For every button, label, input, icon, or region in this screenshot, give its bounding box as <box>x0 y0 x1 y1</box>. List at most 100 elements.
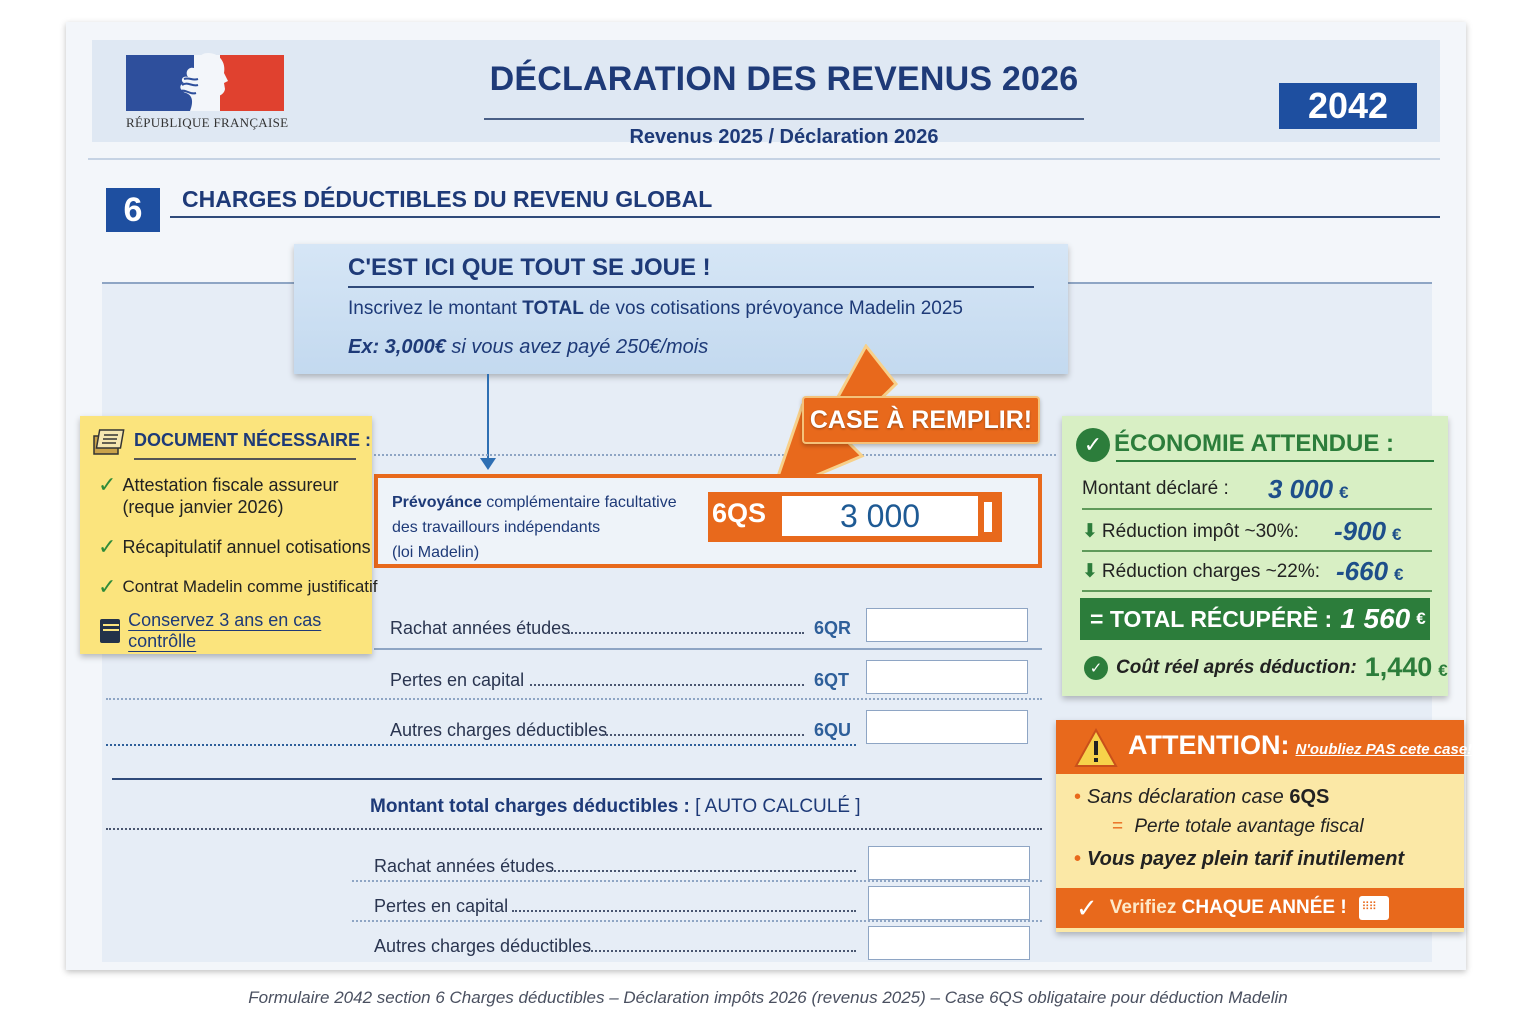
sub-field-row: Autres charges déductibles <box>374 924 1030 974</box>
row-divider <box>352 920 1042 922</box>
attention-title: ATTENTION: N'oubliez PAS cete case! <box>1128 730 1473 760</box>
leader-dots <box>602 734 804 736</box>
input-cursor <box>984 502 992 532</box>
section-number-badge: 6 <box>106 188 160 232</box>
total-divider <box>112 778 1042 780</box>
callout-title: C'EST ICI QUE TOUT SE JOUE ! <box>348 254 711 281</box>
republique-francaise-logo: RÉPUBLIQUE FRANÇAISE <box>126 53 289 135</box>
checkmark-icon: ✓ <box>98 472 117 497</box>
documents-icon <box>93 429 125 455</box>
field-label: Pertes en capital <box>374 896 509 916</box>
check-circle-icon: ✓ <box>1084 655 1108 680</box>
checkmark-icon: ✓ <box>98 534 117 559</box>
savings-divider <box>1116 460 1434 462</box>
row-divider <box>106 744 856 746</box>
required-documents-note: DOCUMENT NÉCESSAIRE : ✓ Attestation fisc… <box>80 416 378 654</box>
field-row-6qt: Pertes en capital 6QT <box>390 658 1030 708</box>
dotted-divider <box>106 828 1042 830</box>
page-title: DÉCLARATION DES REVENUS 2026 <box>489 60 1079 98</box>
leader-dots <box>530 684 804 686</box>
callout-example: Ex: 3,000€ si vous avez payé 250€/mois <box>348 336 709 358</box>
arrow-down-icon <box>480 458 496 470</box>
field-label: Rachat années études <box>374 856 555 876</box>
expected-savings-panel: ✓ ÉCONOMIE ATTENDUE : Montant déclaré : … <box>1062 416 1448 696</box>
marianne-icon <box>179 53 228 111</box>
section-title: CHARGES DÉDUCTIBLES DU REVENU GLOBAL <box>182 186 713 212</box>
arrow-down-icon: ⬇ <box>1082 561 1098 582</box>
field-label: Autres charges déductibles <box>374 936 592 956</box>
archive-icon <box>100 619 121 643</box>
arrow-down-icon: ⬇ <box>1082 521 1098 542</box>
field-code: 6QU <box>814 720 852 740</box>
retention-text: Conservez 3 ans en cas contrôlle <box>128 610 322 651</box>
savings-title: ÉCONOMIE ATTENDUE : <box>1114 430 1394 457</box>
savings-row-declared: Montant déclaré : 3 000 € <box>1082 472 1432 510</box>
code-6qs-box: 6QS <box>708 492 1002 542</box>
row-divider <box>106 698 1042 700</box>
amount-input-6qs[interactable] <box>782 496 978 536</box>
total-recovered-banner: = TOTAL RÉCUPÉRÈ :1 560 € <box>1080 598 1430 640</box>
documents-divider <box>134 458 356 460</box>
field-code: 6QR <box>814 618 852 638</box>
field-row-6qs: Prévoyánce complémentaire facultative de… <box>374 474 1042 568</box>
figure-caption: Formulaire 2042 section 6 Charges déduct… <box>248 988 1288 1007</box>
form-header: RÉPUBLIQUE FRANÇAISE DÉCLARATION DES REV… <box>92 40 1440 148</box>
callout-divider <box>348 286 1034 288</box>
checkmark-icon: ✓ <box>98 574 117 599</box>
section-divider <box>170 216 1440 218</box>
sub-field-row: Rachat années études <box>374 844 1030 894</box>
amount-input-6qr[interactable] <box>866 608 1028 642</box>
calendar-icon <box>1358 896 1389 920</box>
sub-field-row: Pertes en capital <box>374 884 1030 934</box>
field-code-6qs: 6QS <box>712 498 767 528</box>
savings-row-charges-reduction: ⬇ Réduction charges ~22%: -660 € <box>1082 554 1432 592</box>
checkmark-icon: ✓ <box>1076 892 1098 923</box>
leader-dots <box>584 950 856 952</box>
warning-bullet: • Vous payez plein tarif inutilement <box>1074 848 1405 870</box>
real-cost-row: ✓ Coût réel aprés déduction: 1,440 € <box>1084 652 1448 683</box>
check-circle-icon: ✓ <box>1076 428 1110 462</box>
case-a-remplir-badge: CASE À REMPLIR! <box>802 396 1040 444</box>
amount-input-6qt[interactable] <box>866 660 1028 694</box>
warning-icon <box>1074 728 1118 767</box>
pointer-line <box>487 374 489 462</box>
warning-bullet: • Sans déclaration case 6QS <box>1074 786 1330 808</box>
field-row-6qr: Rachat années études 6QR <box>390 606 1030 656</box>
field-label: Autres charges déductibles <box>390 720 608 740</box>
field-row-6qu: Autres charges déductibles 6QU <box>390 708 1030 758</box>
field-label: Pertes en capital <box>390 670 525 690</box>
header-divider <box>88 158 1440 160</box>
attention-header: ATTENTION: N'oubliez PAS cete case! <box>1056 720 1472 774</box>
savings-row-tax-reduction: ⬇ Réduction impôt ~30%: -900 € <box>1082 514 1432 552</box>
dotted-divider <box>366 454 1056 456</box>
document-item: ✓ Contrat Madelin comme justificatif <box>98 574 378 599</box>
leader-dots <box>512 910 856 912</box>
field-label-6qs: Prévoyánce complémentaire facultative de… <box>392 494 677 561</box>
attention-warning-panel: ATTENTION: N'oubliez PAS cete case! • Sans… <box>1056 720 1472 932</box>
row-divider <box>374 648 1042 650</box>
sub-amount-input-3[interactable] <box>868 926 1030 960</box>
row-divider <box>352 880 1042 882</box>
attention-footer: ✓ Verifiez CHAQUE ANNÉE ! <box>1056 888 1464 928</box>
sub-amount-input-1[interactable] <box>868 846 1030 880</box>
page-subtitle: Revenus 2025 / Déclaration 2026 <box>629 126 939 148</box>
retention-note: Conservez 3 ans en cas contrôlle <box>100 610 372 652</box>
document-item: ✓ Attestation fiscale assureur (reque jan… <box>98 472 339 518</box>
leader-dots <box>568 632 804 634</box>
field-label: Rachat années études <box>390 618 571 638</box>
total-deductible-label: Montant total charges déductibles : [ AU… <box>370 796 861 817</box>
document-item: ✓ Récapitulatif annuel cotisations <box>98 534 371 559</box>
amount-input-6qu[interactable] <box>866 710 1028 744</box>
instruction-callout: C'EST ICI QUE TOUT SE JOUE ! Inscrivez l… <box>294 244 1068 374</box>
tax-form-sheet: RÉPUBLIQUE FRANÇAISE DÉCLARATION DES REV… <box>66 22 1472 970</box>
logo-text: RÉPUBLIQUE FRANÇAISE <box>126 115 289 130</box>
auto-calculated-tag: [ AUTO CALCULÉ ] <box>695 796 861 817</box>
sub-amount-input-2[interactable] <box>868 886 1030 920</box>
leader-dots <box>550 870 856 872</box>
documents-title: DOCUMENT NÉCESSAIRE : <box>134 430 372 450</box>
title-divider <box>484 118 1084 120</box>
form-number-badge: 2042 <box>1279 83 1417 129</box>
field-code: 6QT <box>814 670 850 690</box>
warning-consequence: = Perte totale avantage fiscal <box>1112 816 1364 837</box>
callout-instruction: Inscrivez le montant TOTAL de vos cotisa… <box>348 298 964 319</box>
